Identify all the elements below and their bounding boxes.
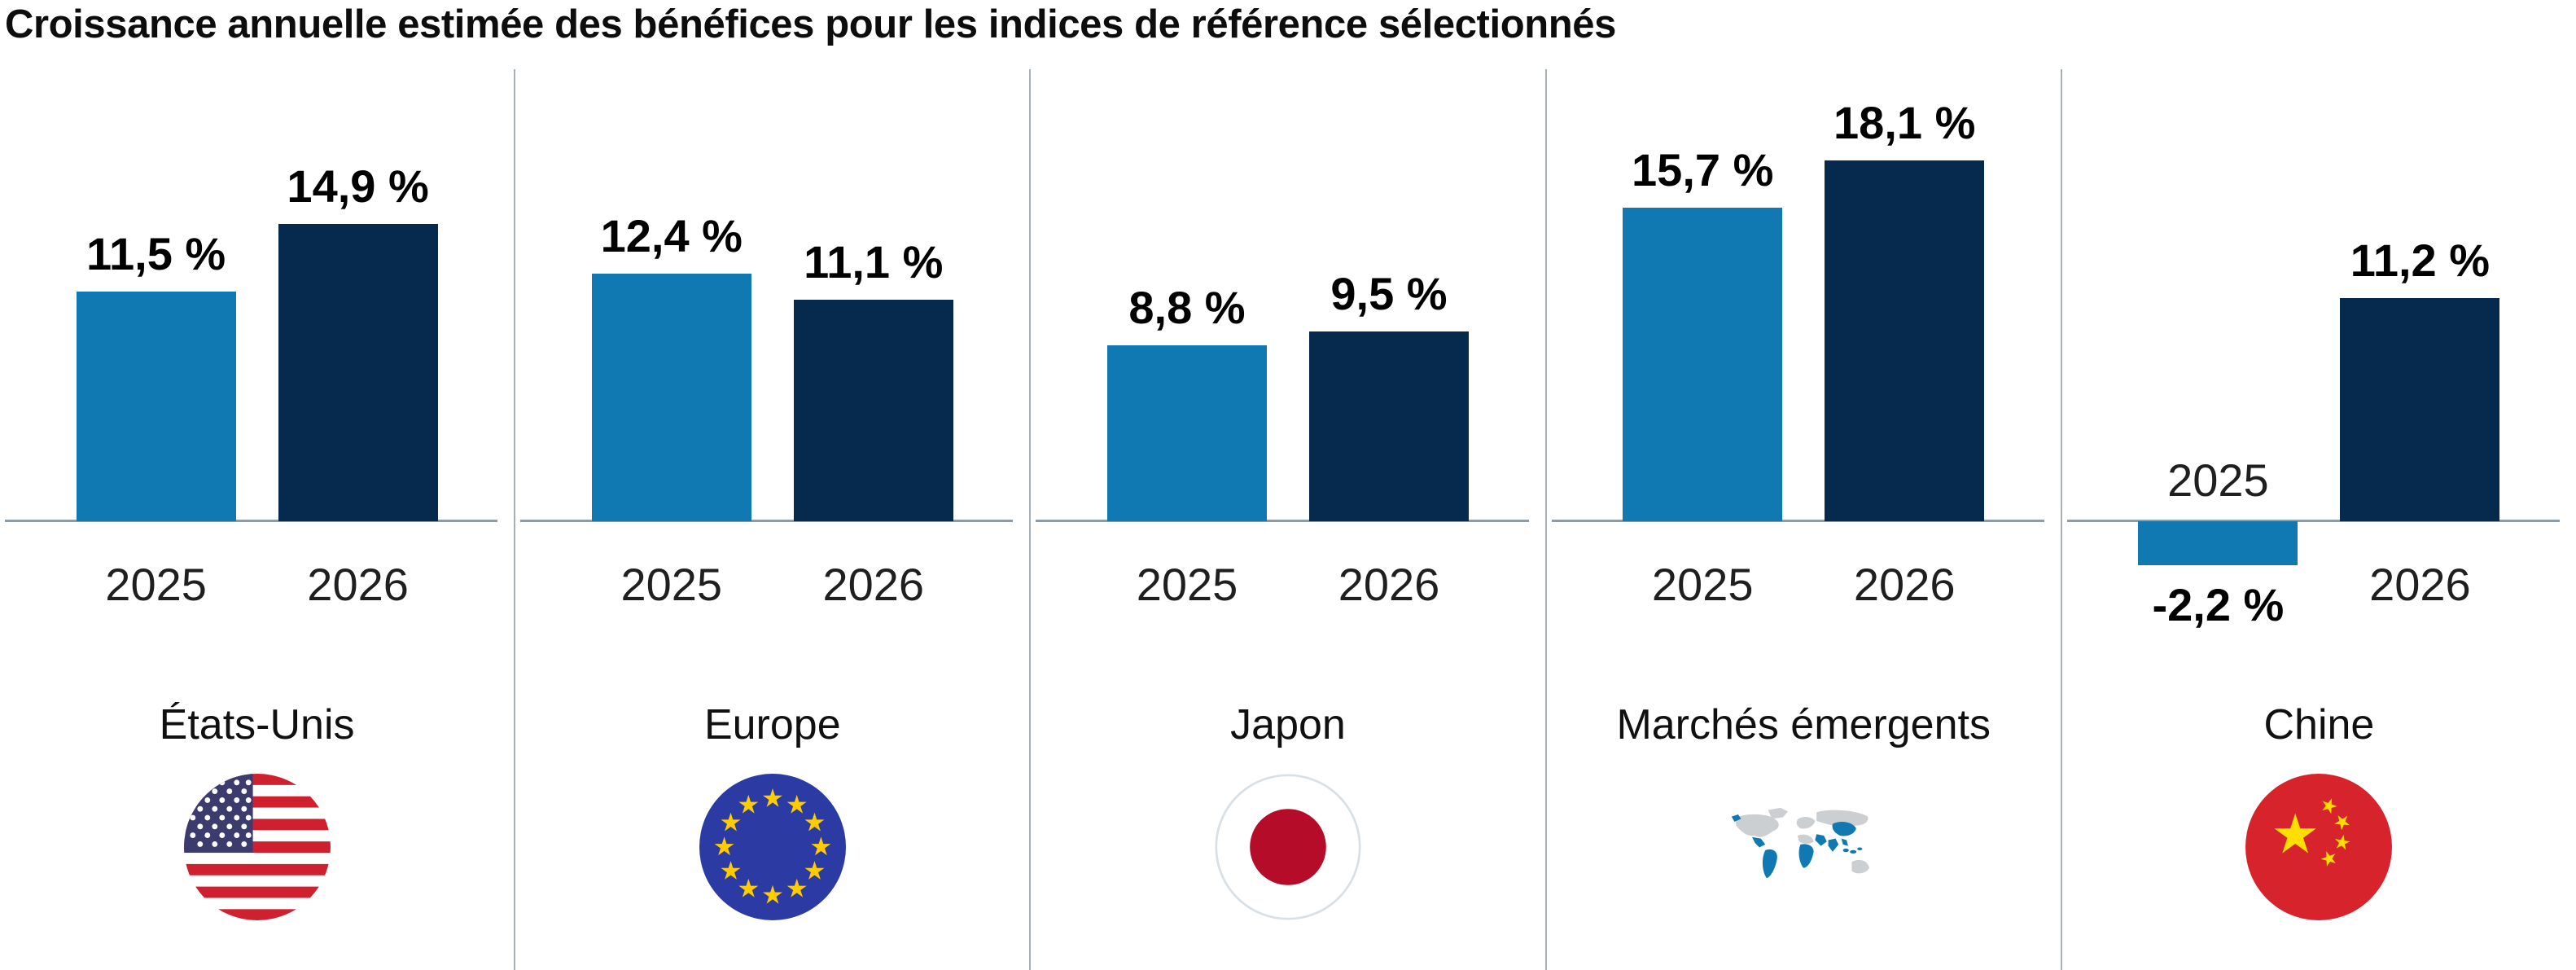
bar-value-label: -2,2 % [2152,579,2285,630]
region-label: Marchés émergents [1616,701,1991,748]
eu-flag-icon [699,774,846,920]
bar-year-label: 2025 [1136,559,1238,610]
region-panel: 15,7 % 2025 18,1 % 2026 Marchés émergents [1547,69,2062,970]
bar-plot: 15,7 % 2025 18,1 % 2026 [1547,69,2061,970]
bar-value-label: 8,8 % [1128,282,1246,333]
bar-value-label: 11,5 % [85,228,226,279]
bar-2025 [76,292,236,521]
chart-title: Croissance annuelle estimée des bénéfice… [5,2,1616,46]
bar-value-label: 18,1 % [1833,97,1976,148]
flag-slot [1215,774,1361,920]
x-axis-line [1551,520,2044,522]
bar-2025 [591,274,751,521]
bar-year-label: 2025 [620,559,723,610]
bar-2026 [278,224,438,521]
region-label: Chine [2263,701,2375,748]
bar-2025 [2138,521,2298,565]
bar-plot: 8,8 % 2025 9,5 % 2026 [1031,69,1544,970]
bar-value-label: 14,9 % [287,160,429,212]
bar-2026 [793,300,953,521]
bar-year-label: 2026 [1853,559,1956,610]
bar-plot: 12,4 % 2025 11,1 % 2026 [515,69,1029,970]
bar-value-label: 15,7 % [1632,144,1774,195]
region-label: Japon [1230,701,1346,748]
bar-plot: 11,5 % 2025 14,9 % 2026 [0,69,514,970]
x-axis-line [2066,520,2561,522]
bar-value-label: 11,1 % [804,236,944,287]
bar-year-label: 2025 [2167,454,2269,506]
china-flag-icon [2245,774,2393,920]
us-flag-icon [183,774,331,920]
bar-year-label: 2025 [1651,559,1754,610]
japan-flag-icon [1215,774,1361,920]
x-axis-line [1036,520,1529,522]
region-label: Europe [703,701,841,748]
bar-year-label: 2026 [307,559,409,610]
bar-2026 [1825,160,1985,521]
emerging-markets-map-icon [1732,807,1870,879]
bar-2026 [1309,331,1469,521]
chart-panels: 11,5 % 2025 14,9 % 2026 États-Unis [0,69,2576,970]
x-axis-line [520,520,1014,522]
bar-year-label: 2026 [2369,559,2471,610]
region-panel: -2,2 % 2025 11,2 % 2026 Chine [2062,69,2576,970]
bar-year-label: 2025 [105,559,207,610]
bar-year-label: 2026 [822,559,925,610]
x-axis-line [5,520,498,522]
flag-slot [183,774,331,920]
flag-slot [1730,774,1877,920]
bar-year-label: 2026 [1338,559,1440,610]
region-label: États-Unis [159,701,355,748]
flag-slot [699,774,846,920]
region-panel: 8,8 % 2025 9,5 % 2026 Japon [1031,69,1547,970]
bar-value-label: 12,4 % [600,210,743,261]
bar-2025 [1623,208,1783,521]
region-panel: 11,5 % 2025 14,9 % 2026 États-Unis [0,69,516,970]
flag-slot [2245,774,2393,920]
bar-2026 [2340,298,2500,521]
bar-plot: -2,2 % 2025 11,2 % 2026 [2062,69,2576,970]
bar-2025 [1107,345,1267,521]
bar-value-label: 9,5 % [1330,268,1448,319]
bar-value-label: 11,2 % [2350,235,2491,286]
region-panel: 12,4 % 2025 11,1 % 2026 Europe [515,69,1032,970]
